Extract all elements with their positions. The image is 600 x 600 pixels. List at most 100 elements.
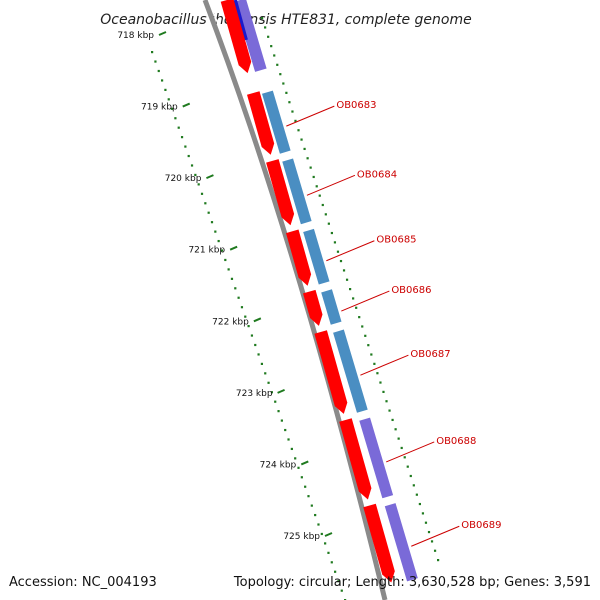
position-dot <box>157 69 160 73</box>
gene-leader-line <box>360 354 409 376</box>
kbp-tick-label: 719 kbp <box>141 103 178 113</box>
similarity-feature <box>332 328 369 414</box>
position-dot <box>230 277 234 280</box>
cds-feature-partial <box>220 0 252 74</box>
kbp-tick <box>300 460 309 466</box>
kbp-tick-label: 720 kbp <box>165 174 202 184</box>
kbp-tick-label: 723 kbp <box>236 389 273 399</box>
position-dot <box>379 381 382 384</box>
position-dot <box>254 343 257 347</box>
position-dot <box>290 447 293 451</box>
position-dot <box>274 400 277 403</box>
position-dot <box>177 126 180 129</box>
position-dot <box>352 297 355 300</box>
cds-feature <box>314 330 348 414</box>
similarity-feature <box>320 288 343 326</box>
gene-leader-line <box>326 240 375 262</box>
kbp-tick <box>253 317 262 323</box>
position-dot <box>244 315 247 318</box>
position-dot <box>294 119 297 122</box>
kbp-tick <box>182 102 191 108</box>
position-dot <box>373 362 376 365</box>
accession-label: Accession: NC_004193 <box>9 575 157 590</box>
position-dot <box>210 221 214 224</box>
position-dot <box>342 269 346 272</box>
position-dot <box>382 390 385 393</box>
genome-summary: Topology: circular; Length: 3,630,528 bp… <box>233 575 591 590</box>
position-dot <box>310 504 313 507</box>
position-dot <box>318 194 321 197</box>
gene-label-ob0683: OB0683 <box>336 100 376 111</box>
position-dot <box>164 88 167 91</box>
position-dot <box>364 334 367 337</box>
position-dot <box>260 362 264 365</box>
position-dot <box>424 521 428 524</box>
position-dot <box>237 296 240 299</box>
similarity-feature <box>281 157 313 226</box>
kbp-tick <box>229 245 238 251</box>
similarity-feature <box>302 227 331 286</box>
position-dot <box>306 157 309 160</box>
position-dot <box>304 485 307 488</box>
position-dot <box>291 110 294 113</box>
position-dot <box>300 476 303 479</box>
position-dot <box>330 561 333 564</box>
kbp-tick-label: 725 kbp <box>283 532 320 542</box>
position-dot <box>433 549 437 552</box>
cds-feature <box>339 418 372 500</box>
cds-feature <box>363 503 395 583</box>
position-dot <box>340 589 343 592</box>
position-dot <box>327 222 330 225</box>
kbp-tick <box>324 532 333 537</box>
position-dot <box>167 98 170 101</box>
position-dot <box>430 540 434 543</box>
kbp-tick <box>158 31 167 36</box>
position-dot <box>187 154 190 158</box>
position-dot <box>151 51 154 54</box>
position-dot <box>303 147 306 151</box>
position-dot <box>184 145 187 148</box>
position-dot <box>174 117 177 120</box>
similarity-feature <box>383 502 419 583</box>
position-dot <box>284 428 287 432</box>
similarity-feature <box>261 89 292 155</box>
position-dot <box>300 138 303 141</box>
cds-feature <box>247 91 275 155</box>
position-dot <box>307 495 310 498</box>
position-dot <box>339 259 343 263</box>
position-dot <box>200 192 204 195</box>
cds-feature <box>286 229 312 286</box>
position-dot <box>361 325 364 328</box>
position-dot <box>279 73 282 76</box>
position-dot <box>409 474 412 478</box>
position-dot <box>355 306 358 309</box>
kbp-tick-label: 722 kbp <box>212 317 249 327</box>
gene-label-ob0688: OB0688 <box>436 436 476 447</box>
position-dot <box>330 231 333 235</box>
position-dot <box>317 523 320 526</box>
position-dot <box>154 60 157 63</box>
kbp-tick-label: 718 kbp <box>117 31 154 41</box>
position-dot <box>358 316 361 319</box>
position-dot <box>391 418 394 422</box>
position-dot <box>385 400 388 403</box>
position-dot <box>280 419 283 422</box>
position-dot <box>309 166 312 169</box>
position-dot <box>160 79 164 82</box>
position-dot <box>394 428 397 431</box>
position-dot <box>288 101 291 104</box>
position-dot <box>276 63 279 66</box>
position-dot <box>234 287 237 290</box>
position-dot <box>294 457 297 460</box>
position-dot <box>204 202 207 205</box>
position-dot <box>320 532 323 536</box>
position-dot <box>194 173 197 177</box>
position-dot <box>247 325 250 328</box>
position-dot <box>400 446 403 450</box>
position-dot <box>314 513 317 517</box>
position-dot <box>214 230 217 233</box>
kbp-tick <box>277 388 285 394</box>
position-dot <box>264 26 267 29</box>
position-dot <box>180 136 184 139</box>
